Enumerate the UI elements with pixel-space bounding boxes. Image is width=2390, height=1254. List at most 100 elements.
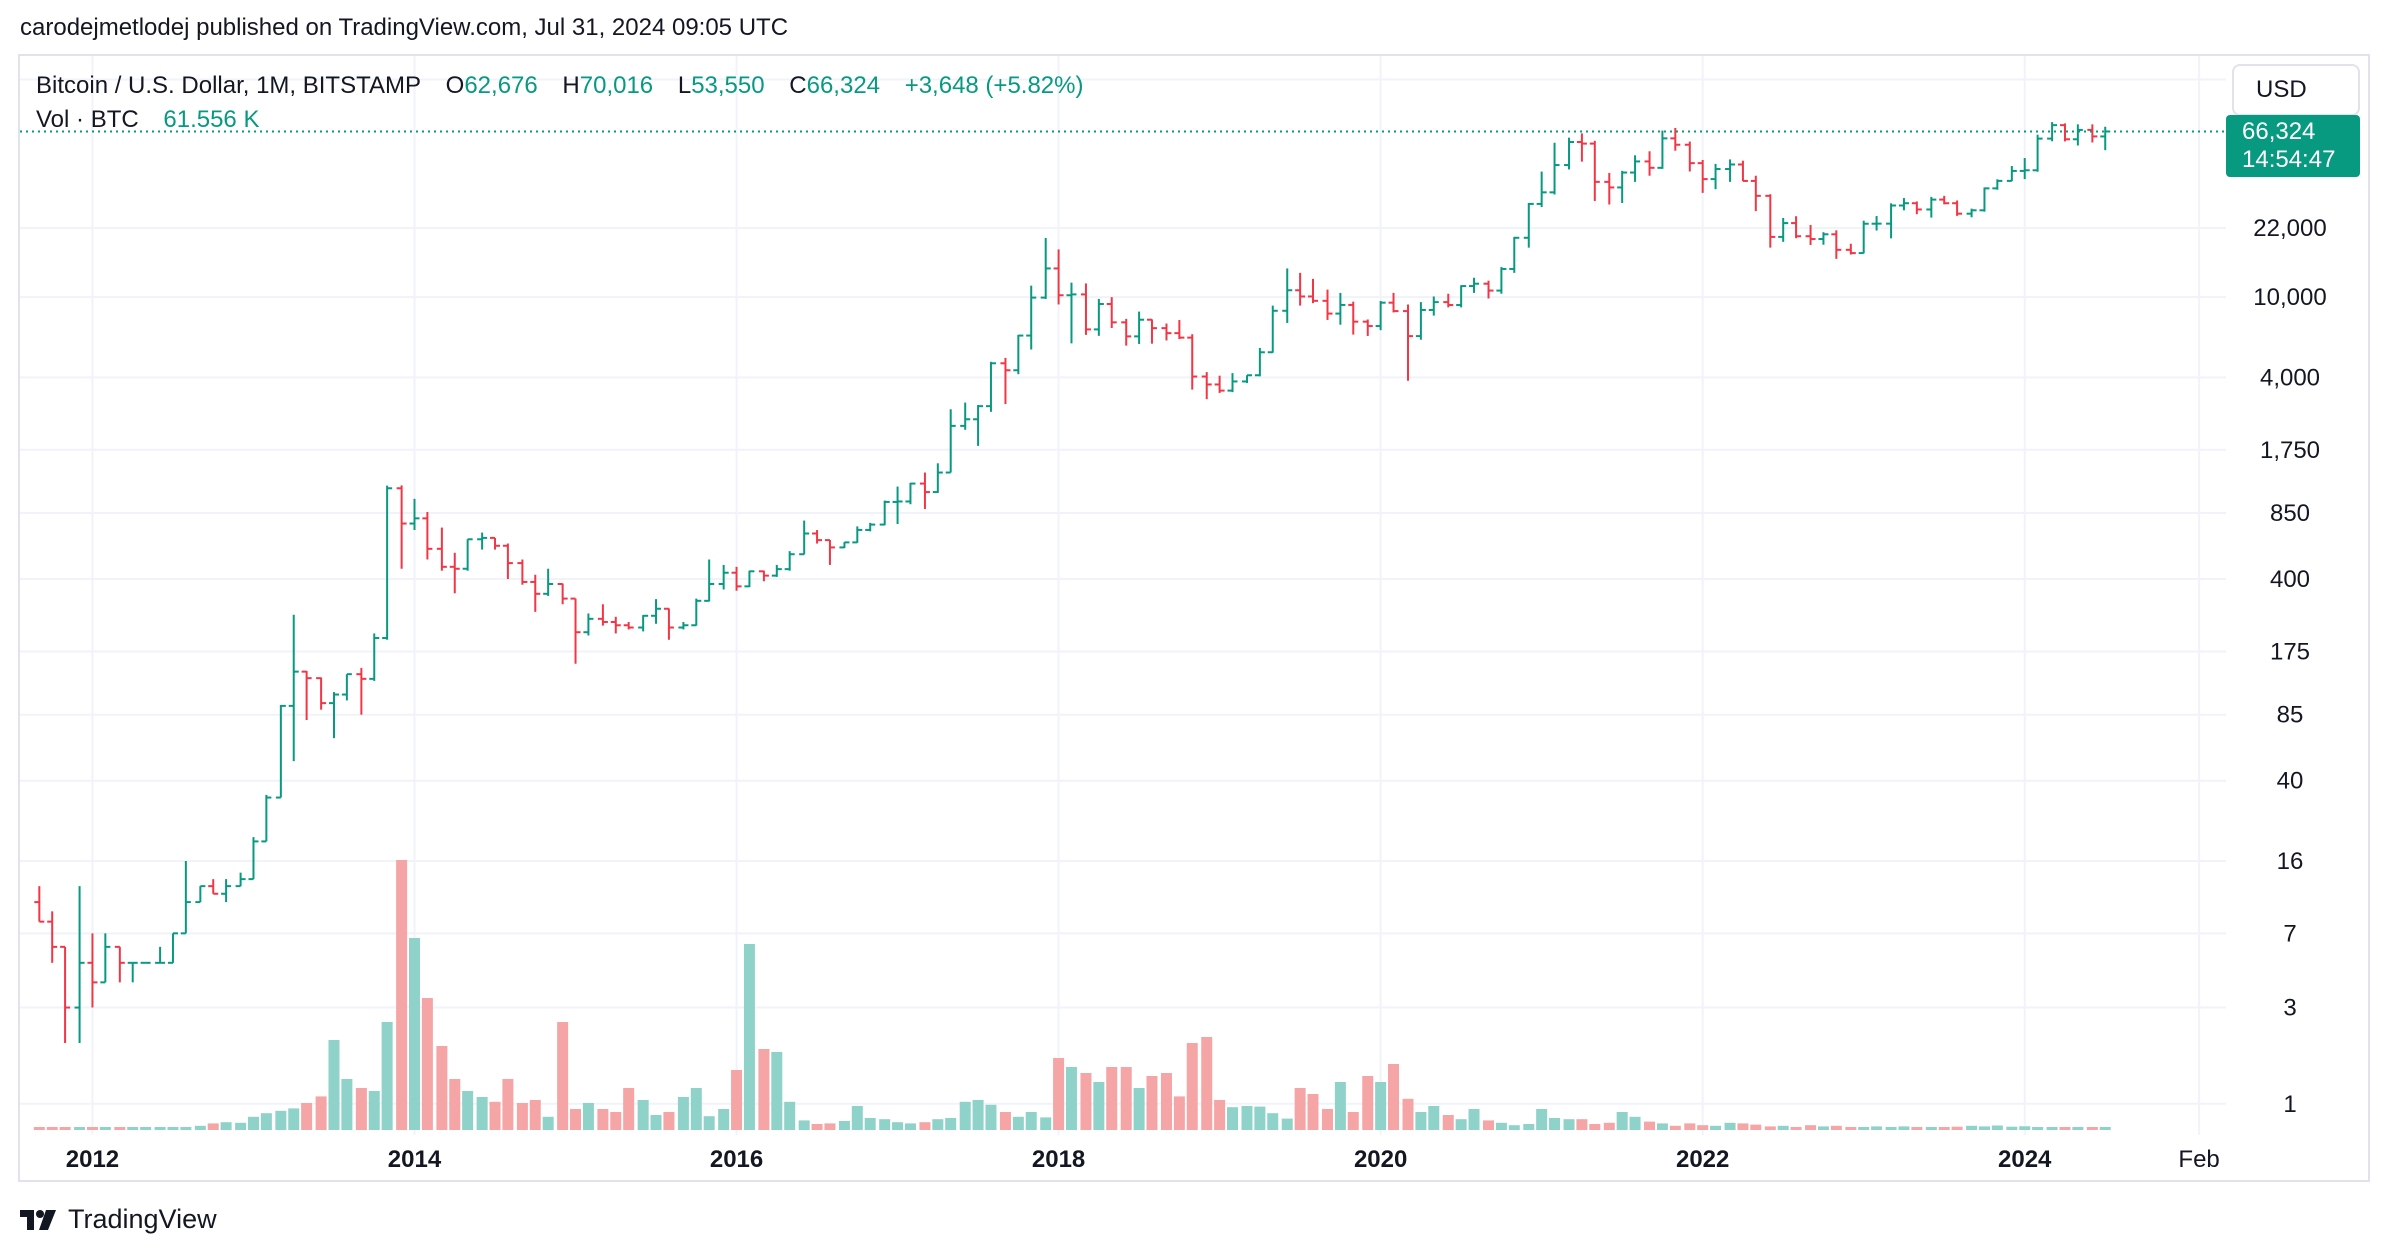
ohlc-bar (1778, 217, 1789, 242)
chart-frame[interactable] (18, 54, 2370, 1182)
tradingview-logo[interactable]: TradingView (20, 1204, 217, 1235)
ohlc-bar (436, 527, 447, 571)
volume-bar (86, 1127, 98, 1130)
ohlc-bar (1670, 128, 1681, 151)
ohlc-bar (316, 677, 327, 710)
ohlc-bar (1898, 198, 1909, 211)
ohlc-bar (1750, 175, 1761, 212)
ohlc-bar (1483, 280, 1494, 299)
ohlc-bar (1952, 200, 1963, 216)
ohlc-bar (2006, 166, 2017, 182)
ohlc-bar (517, 559, 528, 585)
ohlc-bar (812, 530, 823, 544)
ohlc-bar (1697, 159, 1708, 193)
volume-bar (1508, 1125, 1520, 1130)
volume-bar (46, 1127, 58, 1130)
ohlc-bar (919, 472, 930, 510)
volume-bar (892, 1122, 904, 1130)
volume-bar (932, 1119, 944, 1130)
ohlc-bar (1805, 224, 1816, 245)
ohlc-bar (1362, 319, 1373, 336)
ohlc-bar (275, 704, 286, 799)
volume-bar (2046, 1127, 2058, 1130)
ohlc-bar (784, 551, 795, 571)
price-tick-label: 3 (2283, 995, 2296, 1022)
currency-button[interactable]: USD (2232, 64, 2360, 116)
ohlc-bar (879, 500, 890, 526)
time-tick-label: 2024 (1998, 1146, 2052, 1173)
volume-bar (1201, 1037, 1213, 1130)
volume-bar (341, 1079, 353, 1130)
ohlc-bar (824, 539, 835, 565)
volume-bar (1321, 1109, 1333, 1130)
ohlc-bar (1858, 220, 1869, 255)
volume-bar (1186, 1043, 1198, 1130)
volume-bar (449, 1079, 461, 1130)
time-tick-label: 2018 (1032, 1146, 1085, 1173)
volume-bar (1294, 1088, 1306, 1130)
ohlc-bar (1267, 305, 1278, 354)
volume-bar (355, 1088, 367, 1130)
volume-bar (1830, 1125, 1842, 1130)
volume-bar (1226, 1107, 1238, 1130)
volume-bar (959, 1101, 971, 1130)
volume-bar (1710, 1125, 1722, 1130)
volume-bar (1455, 1119, 1467, 1130)
volume-bar (945, 1118, 957, 1130)
volume-bar (1966, 1125, 1978, 1130)
ohlc-bar (502, 543, 513, 580)
volume-bar (2019, 1126, 2031, 1130)
ohlc-bar (651, 599, 662, 624)
ohlc-bar (1335, 292, 1346, 325)
ohlc-bar (1375, 301, 1386, 331)
ohlc-bar (718, 564, 729, 590)
ohlc-bar (1308, 278, 1319, 304)
volume-bar (1911, 1127, 1923, 1130)
volume-bar (154, 1127, 166, 1130)
ohlc-bar (570, 597, 581, 664)
volume-bar (1106, 1067, 1118, 1130)
volume-bar (570, 1109, 582, 1130)
volume-bar (623, 1088, 635, 1130)
volume-bar (1669, 1125, 1681, 1130)
ohlc-bar (865, 522, 876, 532)
close-value: 66,324 (806, 72, 881, 99)
last-price-value: 66,324 (2242, 118, 2316, 146)
volume-bar (247, 1116, 259, 1130)
ohlc-bar (208, 879, 219, 895)
ohlc-bar (1066, 282, 1077, 344)
ohlc-bar (328, 692, 339, 739)
ohlc-bars (34, 122, 2111, 1044)
volume-bar (1991, 1125, 2003, 1130)
volume-bar (879, 1119, 891, 1130)
ohlc-bar (758, 570, 769, 582)
volume-bar (301, 1103, 313, 1130)
ohlc-bar (678, 621, 689, 630)
ohlc-bar (1254, 347, 1265, 377)
ohlc-bar (704, 559, 715, 602)
price-tick-label: 85 (2277, 702, 2304, 729)
volume-bar (180, 1127, 192, 1130)
volume-bar (381, 1022, 393, 1130)
volume-bar (328, 1040, 340, 1130)
volume-bar (838, 1121, 850, 1130)
volume-bar (1334, 1082, 1346, 1130)
ohlc-bar (1737, 160, 1748, 182)
ohlc-bar (87, 933, 98, 1008)
low-value: 53,550 (691, 72, 765, 99)
close-label: C (789, 72, 807, 99)
ohlc-bar (195, 885, 206, 904)
ohlc-bar (731, 566, 742, 591)
ohlc-bar (1926, 196, 1937, 218)
volume-label: Vol · BTC (36, 106, 139, 133)
volume-bar (690, 1088, 702, 1130)
price-tick-label: 16 (2277, 848, 2304, 875)
volume-bar (167, 1127, 179, 1130)
ohlc-bar (1523, 202, 1534, 248)
ohlc-bar (945, 409, 956, 474)
ohlc-bar (1146, 318, 1157, 344)
open-label: O (445, 72, 465, 99)
ohlc-bar (623, 621, 634, 630)
ohlc-bar (1348, 301, 1359, 335)
